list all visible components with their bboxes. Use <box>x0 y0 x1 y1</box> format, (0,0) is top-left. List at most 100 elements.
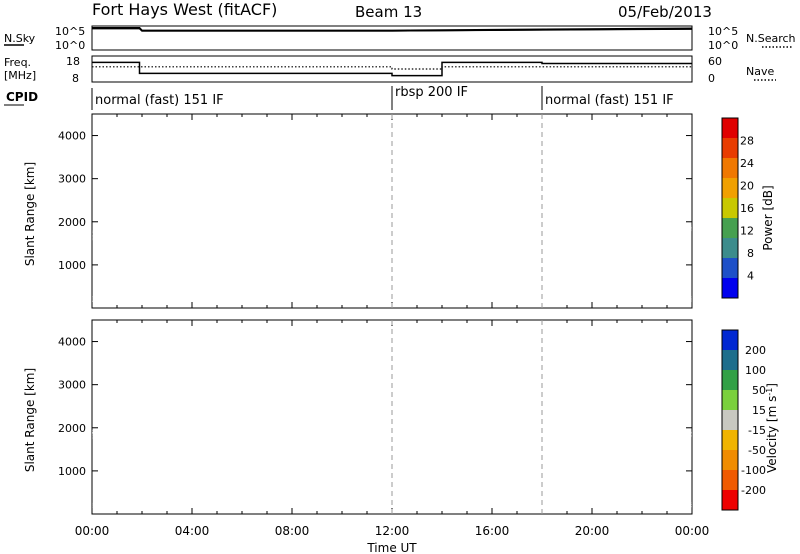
echo-region <box>397 157 430 231</box>
velocity-colorbar: 200 100 50 15 -15 -50 -100 -200 <box>721 329 766 511</box>
echo-region <box>322 234 417 278</box>
echo-region <box>192 254 257 278</box>
nsky-panel: N.Sky 10^5 10^0 10^5 10^0 N.Search <box>4 25 796 52</box>
echo-region <box>137 144 162 227</box>
freq-unit-label: [MHz] <box>4 69 36 82</box>
colorbar-swatch <box>722 258 738 278</box>
colorbar-tick-label: 50 <box>752 384 766 397</box>
colorbar-swatch <box>722 158 738 178</box>
x-tick-label: 16:00 <box>475 524 510 538</box>
cpid-row: CPID normal (fast) 151 IF rbsp 200 IF no… <box>4 85 674 110</box>
y-tick-label: 1000 <box>58 465 86 478</box>
echo-region <box>322 440 417 484</box>
y-tick-label: 2000 <box>58 422 86 435</box>
nsky-tick-bottom: 10^0 <box>55 39 85 52</box>
time-axis-label: Time UT <box>366 541 417 554</box>
colorbar-tick-label: 100 <box>745 364 766 377</box>
colorbar-swatch <box>722 118 738 138</box>
colorbar-tick-label: 28 <box>740 135 754 148</box>
colorbar-tick-label: -200 <box>741 484 766 497</box>
colorbar-swatch <box>722 278 738 298</box>
velocity-y-axis: 1000 2000 3000 4000 <box>58 336 692 478</box>
echo-region <box>92 401 162 467</box>
time-axis-labels: 00:00 04:00 08:00 12:00 16:00 20:00 00:00 <box>75 524 710 538</box>
x-tick-label: 00:00 <box>675 524 710 538</box>
echo-region <box>92 208 127 261</box>
x-tick-label: 20:00 <box>575 524 610 538</box>
colorbar-tick-label: 24 <box>740 157 754 170</box>
y-tick-label: 3000 <box>58 379 86 392</box>
clutter-band <box>92 296 692 306</box>
nsky-label: N.Sky <box>4 32 36 45</box>
colorbar-tick-label: 200 <box>745 344 766 357</box>
echo-region <box>142 350 157 385</box>
colorbar-tick-label: 20 <box>740 180 754 193</box>
velocity-y-label: Slant Range [km] <box>23 368 37 472</box>
freq-tick-bottom: 8 <box>72 72 79 85</box>
station-title: Fort Hays West (fitACF) <box>92 0 277 19</box>
y-tick-label: 4000 <box>58 130 86 143</box>
velocity-panel: 1000 2000 3000 4000 Slant Range [km] 200 100… <box>23 319 779 515</box>
freq-panel: Freq. [MHz] 18 8 60 0 Nave <box>4 55 776 85</box>
nave-tick-bottom: 0 <box>708 72 715 85</box>
y-tick-label: 2000 <box>58 216 86 229</box>
power-colorbar-label: Power [dB] <box>761 185 775 250</box>
colorbar-swatch <box>722 430 738 450</box>
colorbar-swatch <box>722 370 738 390</box>
clutter-band <box>92 502 692 512</box>
colorbar-tick-label: -100 <box>741 464 766 477</box>
cpid-segment-label: normal (fast) 151 IF <box>545 93 674 108</box>
cpid-label: CPID <box>6 90 38 104</box>
colorbar-tick-label: 15 <box>752 404 766 417</box>
velocity-x-axis <box>91 320 693 514</box>
nsearch-tick-top: 10^5 <box>708 25 738 38</box>
nave-tick-top: 60 <box>708 55 722 68</box>
colorbar-swatch <box>722 330 738 350</box>
colorbar-swatch <box>722 178 738 198</box>
nsky-tick-top: 10^5 <box>55 25 85 38</box>
colorbar-swatch <box>722 238 738 258</box>
echo-region <box>442 191 692 265</box>
freq-frame <box>91 55 693 83</box>
nsky-frame <box>91 25 693 51</box>
colorbar-tick-label: 8 <box>747 247 754 260</box>
colorbar-swatch <box>722 350 738 370</box>
beam-label: Beam 13 <box>355 3 422 21</box>
colorbar-frame <box>721 329 739 511</box>
nave-series-line <box>92 66 692 70</box>
y-tick-label: 1000 <box>58 259 86 272</box>
x-tick-label: 08:00 <box>275 524 310 538</box>
y-tick-label: 3000 <box>58 173 86 186</box>
colorbar-tick-label: -50 <box>748 444 766 457</box>
freq-label: Freq. <box>4 56 31 69</box>
colorbar-tick-label: -15 <box>748 424 766 437</box>
cpid-segment-label: rbsp 200 IF <box>395 85 468 100</box>
power-y-label: Slant Range [km] <box>23 162 37 266</box>
velocity-colorbar-label: Velocity [m s-1] <box>765 383 779 473</box>
colorbar-tick-label: 12 <box>740 225 754 238</box>
nsearch-tick-bottom: 10^0 <box>708 39 738 52</box>
colorbar-swatch <box>722 390 738 410</box>
colorbar-swatch <box>722 410 738 430</box>
colorbar-swatch <box>722 218 738 238</box>
freq-tick-top: 18 <box>66 55 80 68</box>
power-y-axis: 1000 2000 3000 4000 <box>58 130 692 272</box>
nsearch-label: N.Search <box>746 32 796 45</box>
colorbar-swatch <box>722 198 738 218</box>
colorbar-swatch <box>722 450 738 470</box>
nsearch-series-line <box>92 28 693 32</box>
echo-region <box>192 460 257 484</box>
echo-region <box>442 397 692 471</box>
velocity-echo-layer <box>92 350 692 512</box>
freq-series-line <box>92 61 692 77</box>
x-tick-label: 04:00 <box>175 524 210 538</box>
power-x-axis <box>91 114 693 308</box>
colorbar-swatch <box>722 470 738 490</box>
nave-label: Nave <box>746 65 774 78</box>
colorbar-frame <box>721 117 739 299</box>
power-panel: 1000 2000 3000 4000 Slant Range [km] 4 8 12 16… <box>23 113 775 309</box>
colorbar-swatch <box>722 490 738 510</box>
colorbar-tick-label: 16 <box>740 202 754 215</box>
x-tick-label: 12:00 <box>375 524 410 538</box>
cpid-segment-label: normal (fast) 151 IF <box>95 93 224 108</box>
